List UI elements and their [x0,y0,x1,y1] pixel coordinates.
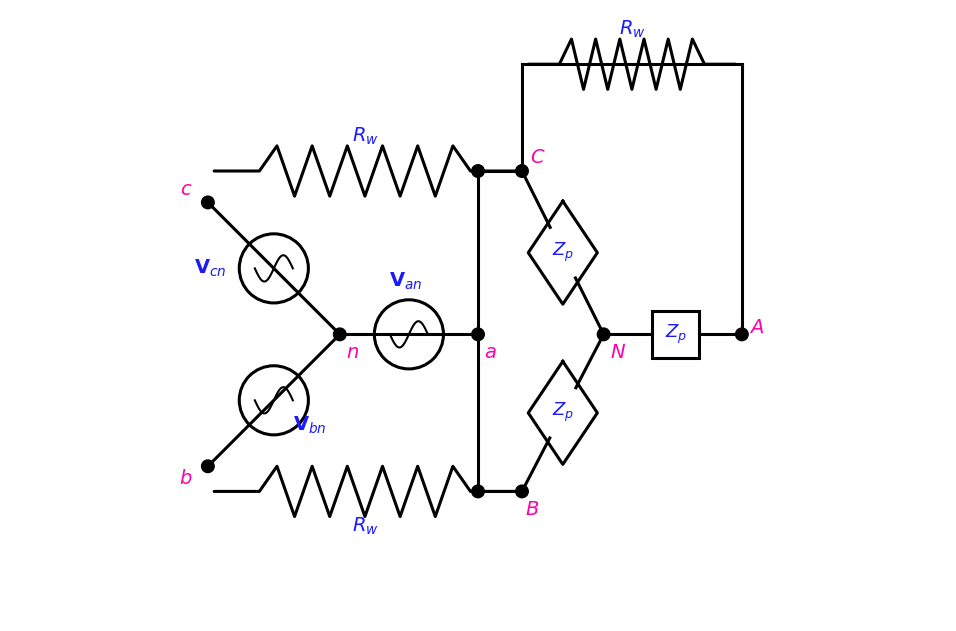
Text: $b$: $b$ [179,469,192,488]
Circle shape [598,328,610,341]
Text: $\mathbf{V}_{bn}$: $\mathbf{V}_{bn}$ [293,415,326,436]
Circle shape [202,196,214,209]
Text: $R_w$: $R_w$ [352,516,379,536]
Text: $Z_p$: $Z_p$ [664,322,687,346]
Circle shape [334,328,346,341]
Text: $a$: $a$ [485,344,497,362]
Text: $c$: $c$ [180,181,192,199]
Circle shape [515,485,529,498]
Text: $Z_p$: $Z_p$ [552,401,574,425]
Text: $R_w$: $R_w$ [352,126,379,147]
Text: $\mathbf{V}_{cn}$: $\mathbf{V}_{cn}$ [194,257,227,279]
Text: $A$: $A$ [750,319,765,337]
Text: $B$: $B$ [525,501,539,519]
Text: $n$: $n$ [346,344,359,362]
Circle shape [471,328,485,341]
Circle shape [202,460,214,473]
Circle shape [471,165,485,177]
Text: $\mathbf{V}_{an}$: $\mathbf{V}_{an}$ [389,270,423,292]
Text: $C$: $C$ [530,150,545,167]
Text: $Z_p$: $Z_p$ [552,241,574,264]
Circle shape [735,328,749,341]
Circle shape [471,485,485,498]
Text: $R_w$: $R_w$ [619,19,645,40]
Circle shape [515,165,529,177]
Text: $N$: $N$ [610,344,626,362]
